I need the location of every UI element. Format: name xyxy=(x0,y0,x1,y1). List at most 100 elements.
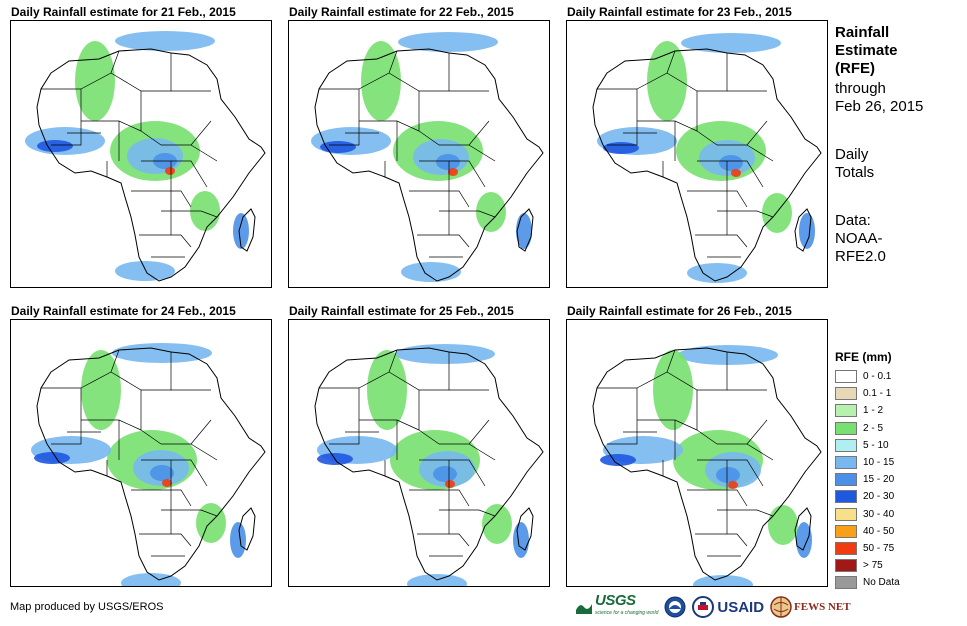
rainfall-area xyxy=(687,263,747,283)
country-border xyxy=(695,234,748,248)
legend-swatch xyxy=(835,421,857,435)
rfe-title: Rainfall Estimate (RFE) xyxy=(835,24,965,78)
legend-swatch xyxy=(835,559,857,573)
country-border xyxy=(419,459,486,487)
legend-label: 50 - 75 xyxy=(863,542,895,554)
country-border xyxy=(409,190,470,208)
legend-item: 0.1 - 1 xyxy=(835,385,963,402)
country-border xyxy=(41,387,82,420)
country-border xyxy=(687,190,748,208)
legend-item: 20 - 30 xyxy=(835,488,963,505)
country-border xyxy=(161,210,218,218)
rainfall-area xyxy=(196,503,226,543)
country-border xyxy=(746,144,774,162)
fews-globe-icon xyxy=(770,596,792,618)
rainfall-area xyxy=(115,261,175,281)
country-border xyxy=(141,459,208,487)
rainfall-area xyxy=(445,480,455,488)
legend-item: 1 - 2 xyxy=(835,402,963,419)
madagascar-outline xyxy=(238,208,256,252)
legend-swatch xyxy=(835,490,857,504)
legend-item: > 75 xyxy=(835,557,963,574)
legend-label: 0 - 0.1 xyxy=(863,371,892,383)
legend-label: 1 - 2 xyxy=(863,405,884,417)
legend-swatch xyxy=(835,524,857,538)
country-border xyxy=(468,144,496,162)
country-border xyxy=(388,53,450,92)
usgs-tagline: science for a changing world xyxy=(595,610,659,616)
legend-swatch xyxy=(835,507,857,521)
rainfall-area xyxy=(716,467,740,483)
legend-item: 30 - 40 xyxy=(835,506,963,523)
legend-label: 5 - 10 xyxy=(863,439,889,451)
legend-swatch xyxy=(835,404,857,418)
legend-label: > 75 xyxy=(863,560,883,572)
legend-swatch xyxy=(835,456,857,470)
data-line: RFE2.0 xyxy=(835,248,886,265)
daily-totals: Daily Totals xyxy=(835,146,965,182)
legend-item: 15 - 20 xyxy=(835,471,963,488)
legend-swatch xyxy=(835,387,857,401)
rainfall-area xyxy=(165,167,175,175)
noaa-seal-icon xyxy=(664,596,686,618)
legend-items: 0 - 0.1 0.1 - 1 1 - 2 2 - 5 5 - 10 10 - 15 15 … xyxy=(835,368,963,591)
country-border xyxy=(131,489,192,507)
legend-label: 2 - 5 xyxy=(863,422,884,434)
rainfall-area xyxy=(34,452,70,464)
country-border xyxy=(695,533,748,547)
madagascar-outline xyxy=(238,507,256,551)
country-border xyxy=(419,160,486,188)
usgs-logo: USGS science for a changing world xyxy=(575,593,659,619)
rainfall-area xyxy=(320,141,356,153)
country-border xyxy=(697,459,764,487)
continent-outline xyxy=(314,48,544,282)
logo-strip: USGS science for a changing world USAID … xyxy=(575,593,857,620)
country-border xyxy=(607,420,638,445)
rainfall-panel-5: Daily Rainfall estimate for 25 Feb., 201… xyxy=(288,303,550,587)
rainfall-area xyxy=(230,522,246,558)
title-line: (RFE) xyxy=(835,60,875,77)
legend-label: 30 - 40 xyxy=(863,508,895,520)
country-border xyxy=(666,53,728,92)
country-border xyxy=(388,352,450,391)
africa-map-svg xyxy=(314,344,544,586)
country-border xyxy=(597,387,638,420)
madagascar-outline xyxy=(516,208,534,252)
country-border xyxy=(139,234,192,248)
legend-item: 50 - 75 xyxy=(835,540,963,557)
rainfall-area xyxy=(433,466,457,482)
data-source: Data: NOAA- RFE2.0 xyxy=(835,212,965,266)
rainfall-area xyxy=(796,522,812,558)
panel-title: Daily Rainfall estimate for 24 Feb., 201… xyxy=(11,304,236,318)
rainfall-area xyxy=(653,350,693,430)
country-border xyxy=(439,210,496,218)
country-border xyxy=(468,443,496,461)
rfe-legend: RFE (mm) 0 - 0.1 0.1 - 1 1 - 2 2 - 5 5 - 10 1… xyxy=(835,349,963,591)
legend-swatch xyxy=(835,473,857,487)
continent-outline xyxy=(36,347,266,581)
through-date: through Feb 26, 2015 xyxy=(835,80,965,116)
data-line: Data: xyxy=(835,212,871,229)
country-border xyxy=(717,509,774,517)
country-border xyxy=(697,160,764,188)
madagascar-outline xyxy=(794,208,812,252)
madagascar-outline xyxy=(794,507,812,551)
country-border xyxy=(439,509,496,517)
rainfall-area xyxy=(121,573,181,586)
usaid-wordmark: USAID xyxy=(717,598,765,616)
legend-title: RFE (mm) xyxy=(835,350,892,364)
rainfall-area xyxy=(115,31,215,51)
rainfall-area xyxy=(127,138,183,174)
legend-swatch xyxy=(835,370,857,384)
legend-label: 15 - 20 xyxy=(863,474,895,486)
country-border xyxy=(607,121,638,146)
legend-label: No Data xyxy=(863,577,900,589)
country-border xyxy=(319,88,360,121)
legend-item: 5 - 10 xyxy=(835,437,963,454)
africa-map-svg xyxy=(31,343,266,586)
country-border xyxy=(161,509,218,517)
country-border xyxy=(319,387,360,420)
continent-outline xyxy=(592,48,822,282)
legend-swatch xyxy=(835,541,857,555)
rainfall-panel-3: Daily Rainfall estimate for 23 Feb., 201… xyxy=(566,4,828,288)
